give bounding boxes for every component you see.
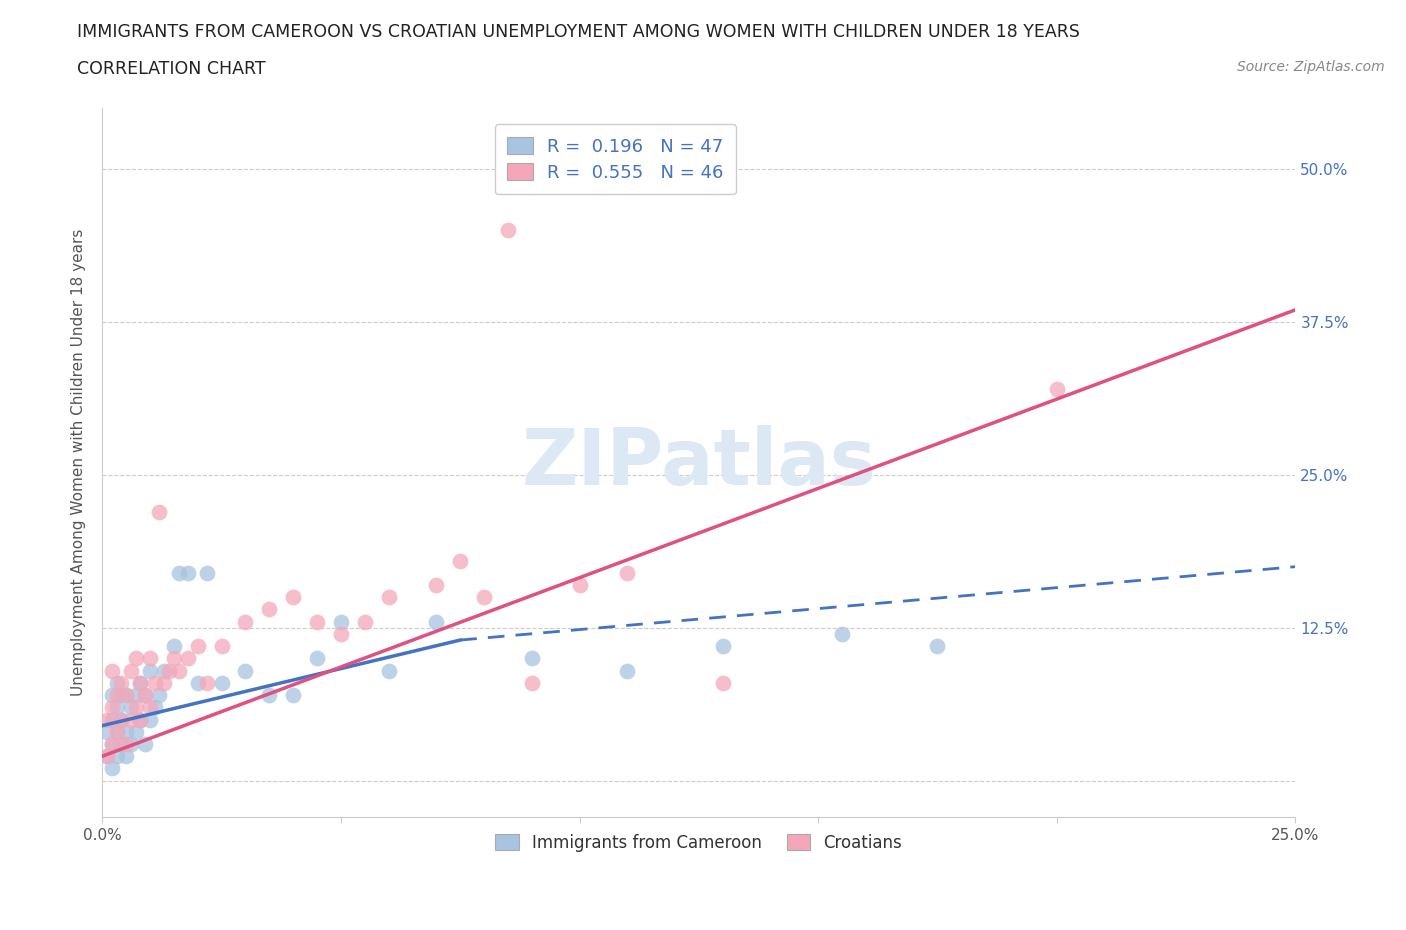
Point [139, 712, 162, 727]
Point [927, 639, 949, 654]
Point [139, 700, 162, 715]
Point [711, 675, 734, 690]
Point [100, 761, 122, 776]
Point [105, 724, 128, 739]
Point [129, 712, 152, 727]
Point [711, 639, 734, 654]
Point [616, 663, 638, 678]
Point [124, 651, 146, 666]
Point [115, 687, 138, 702]
Point [568, 578, 591, 592]
Text: ZIPatlas: ZIPatlas [522, 425, 876, 500]
Legend: Immigrants from Cameroon, Croatians: Immigrants from Cameroon, Croatians [489, 828, 910, 858]
Text: Source: ZipAtlas.com: Source: ZipAtlas.com [1237, 60, 1385, 74]
Point [134, 687, 156, 702]
Text: CORRELATION CHART: CORRELATION CHART [77, 60, 266, 78]
Point [235, 663, 257, 678]
Point [124, 700, 146, 715]
Point [110, 675, 132, 690]
Point [96, 712, 118, 727]
Point [110, 712, 132, 727]
Point [100, 737, 122, 751]
Point [259, 687, 281, 702]
Point [425, 615, 447, 630]
Point [120, 663, 142, 678]
Point [148, 687, 170, 702]
Point [329, 627, 352, 642]
Point [129, 675, 152, 690]
Y-axis label: Unemployment Among Women with Children Under 18 years: Unemployment Among Women with Children U… [72, 229, 86, 697]
Point [163, 651, 186, 666]
Point [1046, 382, 1069, 397]
Point [100, 712, 122, 727]
Point [110, 737, 132, 751]
Point [305, 651, 328, 666]
Point [235, 615, 257, 630]
Point [167, 565, 190, 580]
Point [139, 651, 162, 666]
Point [472, 590, 495, 604]
Point [129, 675, 152, 690]
Point [105, 675, 128, 690]
Point [281, 590, 304, 604]
Point [520, 675, 543, 690]
Point [134, 737, 156, 751]
Point [115, 749, 138, 764]
Point [96, 749, 118, 764]
Point [377, 663, 399, 678]
Point [305, 615, 328, 630]
Point [143, 700, 166, 715]
Point [100, 687, 122, 702]
Text: IMMIGRANTS FROM CAMEROON VS CROATIAN UNEMPLOYMENT AMONG WOMEN WITH CHILDREN UNDE: IMMIGRANTS FROM CAMEROON VS CROATIAN UNE… [77, 23, 1080, 41]
Point [449, 553, 471, 568]
Point [831, 627, 853, 642]
Point [211, 675, 233, 690]
Point [167, 663, 190, 678]
Point [110, 712, 132, 727]
Point [120, 700, 142, 715]
Point [259, 602, 281, 617]
Point [616, 565, 638, 580]
Point [105, 724, 128, 739]
Point [153, 663, 176, 678]
Point [195, 565, 218, 580]
Point [377, 590, 399, 604]
Point [148, 504, 170, 519]
Point [496, 223, 519, 238]
Point [100, 737, 122, 751]
Point [187, 675, 209, 690]
Point [157, 663, 180, 678]
Point [124, 687, 146, 702]
Point [110, 687, 132, 702]
Point [124, 724, 146, 739]
Point [115, 737, 138, 751]
Point [115, 687, 138, 702]
Point [96, 724, 118, 739]
Point [120, 712, 142, 727]
Point [115, 724, 138, 739]
Point [96, 749, 118, 764]
Point [105, 687, 128, 702]
Point [211, 639, 233, 654]
Point [105, 700, 128, 715]
Point [134, 687, 156, 702]
Point [153, 675, 176, 690]
Point [163, 639, 186, 654]
Point [187, 639, 209, 654]
Point [100, 700, 122, 715]
Point [195, 675, 218, 690]
Point [139, 663, 162, 678]
Point [281, 687, 304, 702]
Point [520, 651, 543, 666]
Point [425, 578, 447, 592]
Point [177, 651, 200, 666]
Point [120, 737, 142, 751]
Point [353, 615, 375, 630]
Point [177, 565, 200, 580]
Point [105, 749, 128, 764]
Point [329, 615, 352, 630]
Point [129, 712, 152, 727]
Point [143, 675, 166, 690]
Point [100, 663, 122, 678]
